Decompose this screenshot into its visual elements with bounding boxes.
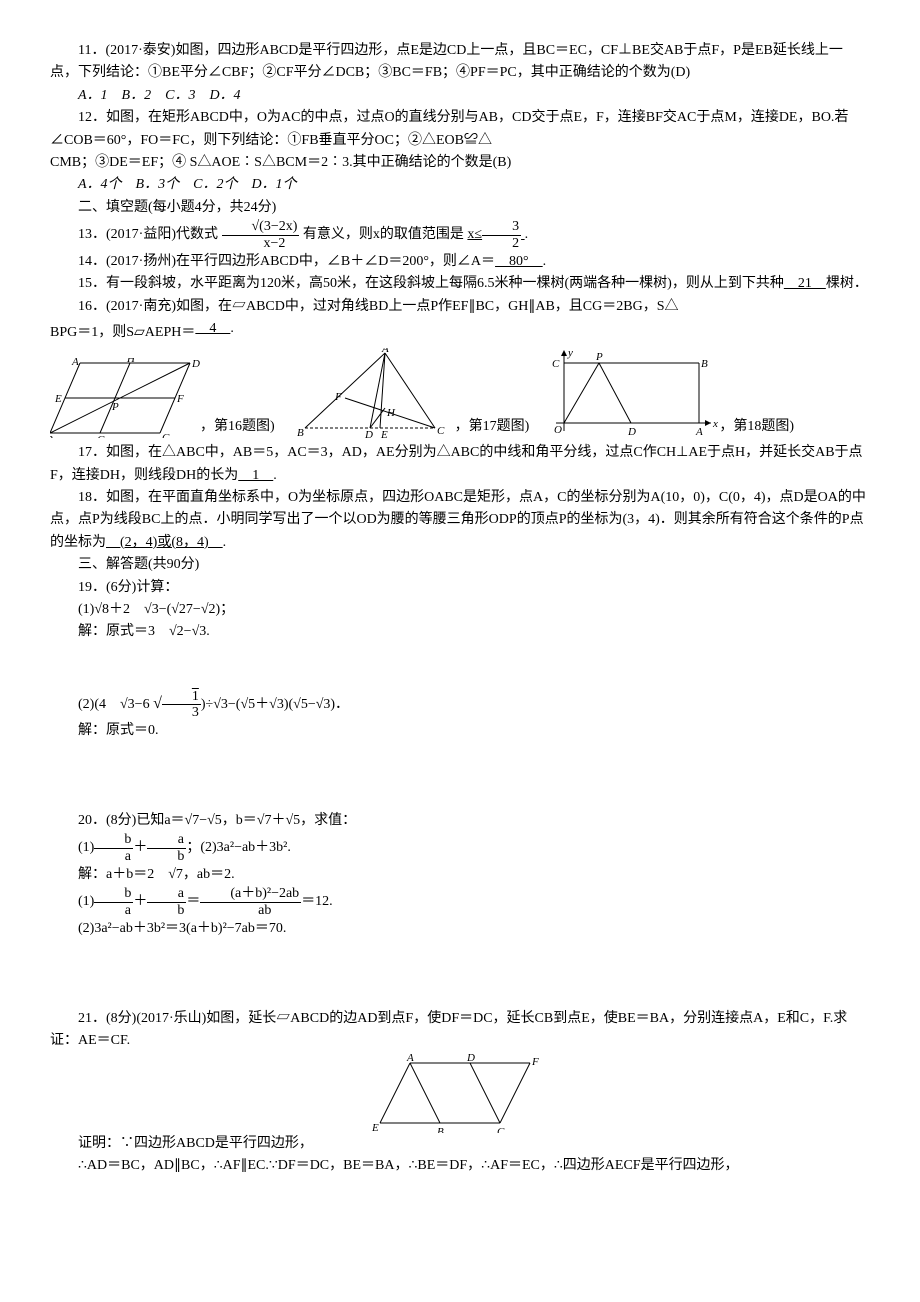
q11-options: A．1 B．2 C．3 D．4	[50, 85, 870, 107]
q19-part1: (1)√8＋2 √3−(√27−√2)；	[50, 599, 870, 621]
svg-text:D: D	[627, 426, 636, 438]
q11-text: 11．(2017·泰安)如图，四边形ABCD是平行四边形，点E是边CD上一点，且…	[50, 40, 870, 85]
figure-16-label: ，第16题图)	[200, 416, 275, 438]
svg-text:y: y	[567, 348, 573, 359]
svg-text:E: E	[380, 429, 388, 438]
q21-text: 21．(8分)(2017·乐山)如图，延长▱ABCD的边AD到点F，使DF＝DC…	[50, 1008, 870, 1053]
q16-answer: 4	[195, 321, 230, 336]
figure-16-svg: A H D E P F B G C	[50, 358, 200, 438]
svg-text:A: A	[71, 358, 79, 368]
q19-answer1: 解：原式＝3 √2−√3.	[50, 621, 870, 643]
q20-sol3: (2)3a²−ab＋3b²＝3(a＋b)²−7ab＝70.	[50, 918, 870, 940]
q20-sol1: 解：a＋b＝2 √7，ab＝2.	[50, 864, 870, 886]
svg-text:P: P	[111, 401, 119, 413]
figure-18: O A C B D Px y ，第18题图)	[549, 348, 794, 438]
svg-text:B: B	[437, 1126, 444, 1133]
q15: 15．有一段斜坡，水平距离为120米，高50米，在这段斜坡上每隔6.5米种一棵树…	[50, 273, 870, 295]
svg-text:F: F	[176, 393, 184, 405]
figure-17-svg: A B DE C F H	[295, 348, 455, 438]
svg-text:F: F	[334, 391, 342, 403]
figure-17: A B DE C F H ，第17题图)	[295, 348, 530, 438]
q17-answer: 1	[238, 468, 273, 483]
q19-answer2: 解：原式＝0.	[50, 720, 870, 742]
q19-part2: (2)(4 √3−6 √13)÷√3−(√5＋√3)(√5−√3)．	[50, 689, 870, 721]
figure-18-label: ，第18题图)	[719, 416, 794, 438]
svg-text:O: O	[554, 424, 562, 436]
figure-16: A H D E P F B G C ，第16题图)	[50, 358, 275, 438]
figure-row: AHDEPFBGC ，第16题图) ABDECFH ，第17题图) OACBDP…	[50, 348, 870, 438]
q19-head: 19．(6分)计算：	[50, 577, 870, 599]
q17: 17．如图，在△ABC中，AB＝5，AC＝3，AD，AE分别为△ABC的中线和角…	[50, 442, 870, 487]
q20-head: 20．(8分)已知a＝√7−√5，b＝√7＋√5，求值：	[50, 810, 870, 832]
q21-proof1: 证明：∵四边形ABCD是平行四边形，	[50, 1133, 870, 1155]
q20-parts: (1)ba＋ab；(2)3a²−ab＋3b².	[50, 832, 870, 864]
q12-text1: 12．如图，在矩形ABCD中，O为AC的中点，过点O的直线分别与AB，CD交于点…	[50, 107, 870, 152]
svg-text:D: D	[466, 1053, 475, 1064]
svg-text:H: H	[126, 358, 136, 365]
q18-answer: (2，4)或(8，4)	[106, 535, 223, 550]
svg-text:A: A	[406, 1053, 414, 1064]
q16-line2: BPG＝1，则S▱AEPH＝ 4 .	[50, 318, 870, 344]
svg-text:C: C	[497, 1126, 505, 1133]
q13-fraction: √(3−2x) x−2	[222, 219, 300, 251]
q13-mid: 有意义，则x的取值范围是	[303, 227, 468, 242]
section-3-heading: 三、解答题(共90分)	[50, 554, 870, 576]
svg-text:H: H	[386, 407, 396, 419]
svg-text:E: E	[371, 1122, 379, 1133]
q18: 18．如图，在平面直角坐标系中，O为坐标原点，四边形OABC是矩形，点A，C的坐…	[50, 487, 870, 554]
figure-18-svg: O A C B D Px y	[549, 348, 719, 438]
q12-options: A．4个 B．3个 C．2个 D．1个	[50, 174, 870, 196]
q15-answer: 21	[784, 276, 826, 291]
svg-text:C: C	[162, 432, 170, 438]
q13: 13．(2017·益阳)代数式 √(3−2x) x−2 有意义，则x的取值范围是…	[50, 219, 870, 251]
q14: 14．(2017·扬州)在平行四边形ABCD中，∠B＋∠D＝200°，则∠A＝ …	[50, 251, 870, 273]
q14-answer: 80°	[495, 254, 543, 269]
q20-sol2: (1)ba＋ab＝(a＋b)²−2abab＝12.	[50, 886, 870, 918]
svg-text:C: C	[437, 425, 445, 437]
figure-21: A D F E B C	[50, 1053, 870, 1133]
svg-text:C: C	[552, 358, 560, 370]
svg-text:D: D	[364, 429, 373, 438]
svg-text:B: B	[297, 427, 304, 438]
svg-text:E: E	[54, 393, 62, 405]
section-2-heading: 二、填空题(每小题4分，共24分)	[50, 197, 870, 219]
svg-text:P: P	[595, 351, 603, 363]
q16-line1: 16．(2017·南充)如图，在▱ABCD中，过对角线BD上一点P作EF∥BC，…	[50, 296, 870, 318]
q13-pre: 13．(2017·益阳)代数式	[78, 227, 222, 242]
svg-text:G: G	[97, 434, 105, 438]
svg-text:B: B	[50, 434, 53, 438]
figure-17-label: ，第17题图)	[455, 416, 530, 438]
svg-text:D: D	[191, 358, 200, 370]
svg-text:x: x	[712, 418, 718, 430]
q12-text2: CMB；③DE＝EF；④ S△AOE∶S△BCM＝2∶3.其中正确结论的个数是(…	[50, 152, 870, 174]
q13-answer: x≤32	[467, 227, 524, 242]
svg-text:A: A	[695, 426, 703, 438]
q21-proof2: ∴AD＝BC，AD∥BC，∴AF∥EC.∵DF＝DC，BE＝BA，∴BE＝DF，…	[50, 1155, 870, 1177]
figure-21-svg: A D F E B C	[370, 1053, 550, 1133]
svg-text:A: A	[381, 348, 389, 355]
svg-text:F: F	[531, 1056, 539, 1068]
svg-text:B: B	[701, 358, 708, 370]
